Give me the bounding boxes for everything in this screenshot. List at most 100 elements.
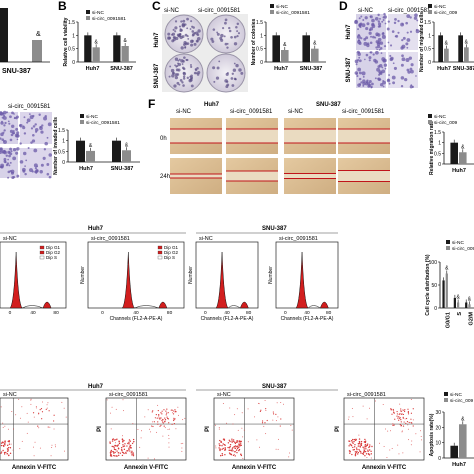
stained-cell (15, 127, 19, 131)
event-dot (123, 439, 125, 442)
legend-swatch (428, 4, 432, 8)
event-dot (12, 428, 14, 430)
s-phase-curve (307, 305, 321, 309)
stained-cell (10, 150, 13, 153)
stained-cell (406, 14, 411, 19)
event-dot (238, 443, 240, 445)
stained-cell (389, 44, 393, 47)
y-tick-label: 1 (62, 139, 65, 145)
stained-cell (12, 156, 17, 161)
event-dot (127, 450, 129, 452)
event-dot (26, 412, 28, 414)
legend-label: si-circ_0091581 (276, 10, 310, 16)
category-label: SNU-387 (300, 66, 323, 72)
group-label-huh7: Huh7 (204, 102, 220, 108)
colony (172, 28, 175, 31)
event-dot (363, 441, 366, 443)
stained-cell (3, 129, 6, 132)
col-label-nc: si-NC (176, 109, 192, 115)
col-label-circ: si-circ_0091581 (8, 104, 51, 110)
legend-swatch (428, 120, 432, 124)
event-dot (366, 456, 368, 458)
y-axis-label: Relative cell viability (63, 17, 69, 66)
stained-cell (365, 26, 369, 31)
colony (182, 19, 186, 23)
event-dot (236, 446, 238, 448)
stained-cell (358, 23, 362, 27)
event-dot (242, 436, 244, 438)
event-dot (362, 446, 364, 448)
stained-cell (384, 67, 387, 70)
event-dot (132, 453, 135, 455)
colony (238, 68, 242, 72)
category-label: Huh7 (452, 168, 466, 174)
event-dot (277, 438, 279, 440)
event-dot (7, 447, 10, 449)
event-dot (37, 425, 39, 427)
colony (186, 27, 189, 30)
event-dot (123, 452, 125, 455)
x-tick-label: 0 (9, 310, 12, 316)
col-label-nc: si-NC (358, 8, 374, 14)
event-dot (256, 439, 258, 441)
event-dot (351, 438, 354, 441)
stained-cell (32, 133, 35, 137)
event-dot (352, 449, 354, 451)
bar (121, 46, 129, 62)
bar (453, 297, 456, 308)
event-dot (155, 414, 157, 416)
event-dot (122, 441, 124, 443)
stained-cell (4, 161, 7, 164)
panel-letter-d: D (339, 0, 348, 13)
stained-cell (406, 68, 410, 72)
event-dot (263, 425, 265, 427)
col-label-nc: si-NC (164, 8, 180, 14)
stained-cell (416, 19, 419, 22)
event-dot (7, 450, 9, 453)
y-axis-label: Number (188, 266, 194, 284)
stained-cell (358, 83, 362, 86)
event-dot (408, 421, 410, 424)
event-dot (407, 410, 409, 413)
event-dot (351, 453, 353, 456)
legend-label: Dip G2 (164, 250, 179, 255)
event-dot (254, 416, 256, 418)
event-dot (158, 413, 160, 416)
event-dot (168, 422, 170, 424)
stained-cell (415, 75, 417, 77)
event-dot (261, 420, 264, 422)
stained-cells (354, 12, 420, 89)
event-dot (162, 435, 164, 437)
event-dot (26, 432, 28, 434)
event-dot (407, 411, 409, 414)
legend-swatch (444, 398, 448, 402)
event-dot (240, 453, 242, 455)
stained-cell (360, 81, 363, 84)
event-dot (35, 407, 37, 409)
event-dot (247, 441, 249, 443)
event-dot (3, 453, 6, 455)
histogram-sample-label: si-NC (199, 236, 213, 242)
event-dot (30, 398, 32, 400)
colony (176, 64, 179, 68)
stained-cell (18, 124, 22, 127)
legend-label: si-NC (450, 392, 463, 398)
event-dot (360, 440, 363, 443)
event-dot (164, 419, 167, 421)
event-dot (151, 411, 153, 413)
event-dot (158, 417, 160, 419)
event-dot (32, 412, 35, 414)
stained-cell (362, 84, 365, 87)
s-phase-curve (134, 305, 159, 309)
event-dot (39, 447, 41, 449)
event-dot (348, 418, 350, 420)
event-dot (0, 451, 3, 453)
bar (459, 152, 467, 164)
event-dot (228, 449, 230, 452)
event-dot (354, 444, 356, 446)
stained-cell (40, 163, 44, 167)
event-dot (383, 446, 385, 448)
colony (174, 57, 179, 61)
stained-cell (379, 17, 381, 20)
